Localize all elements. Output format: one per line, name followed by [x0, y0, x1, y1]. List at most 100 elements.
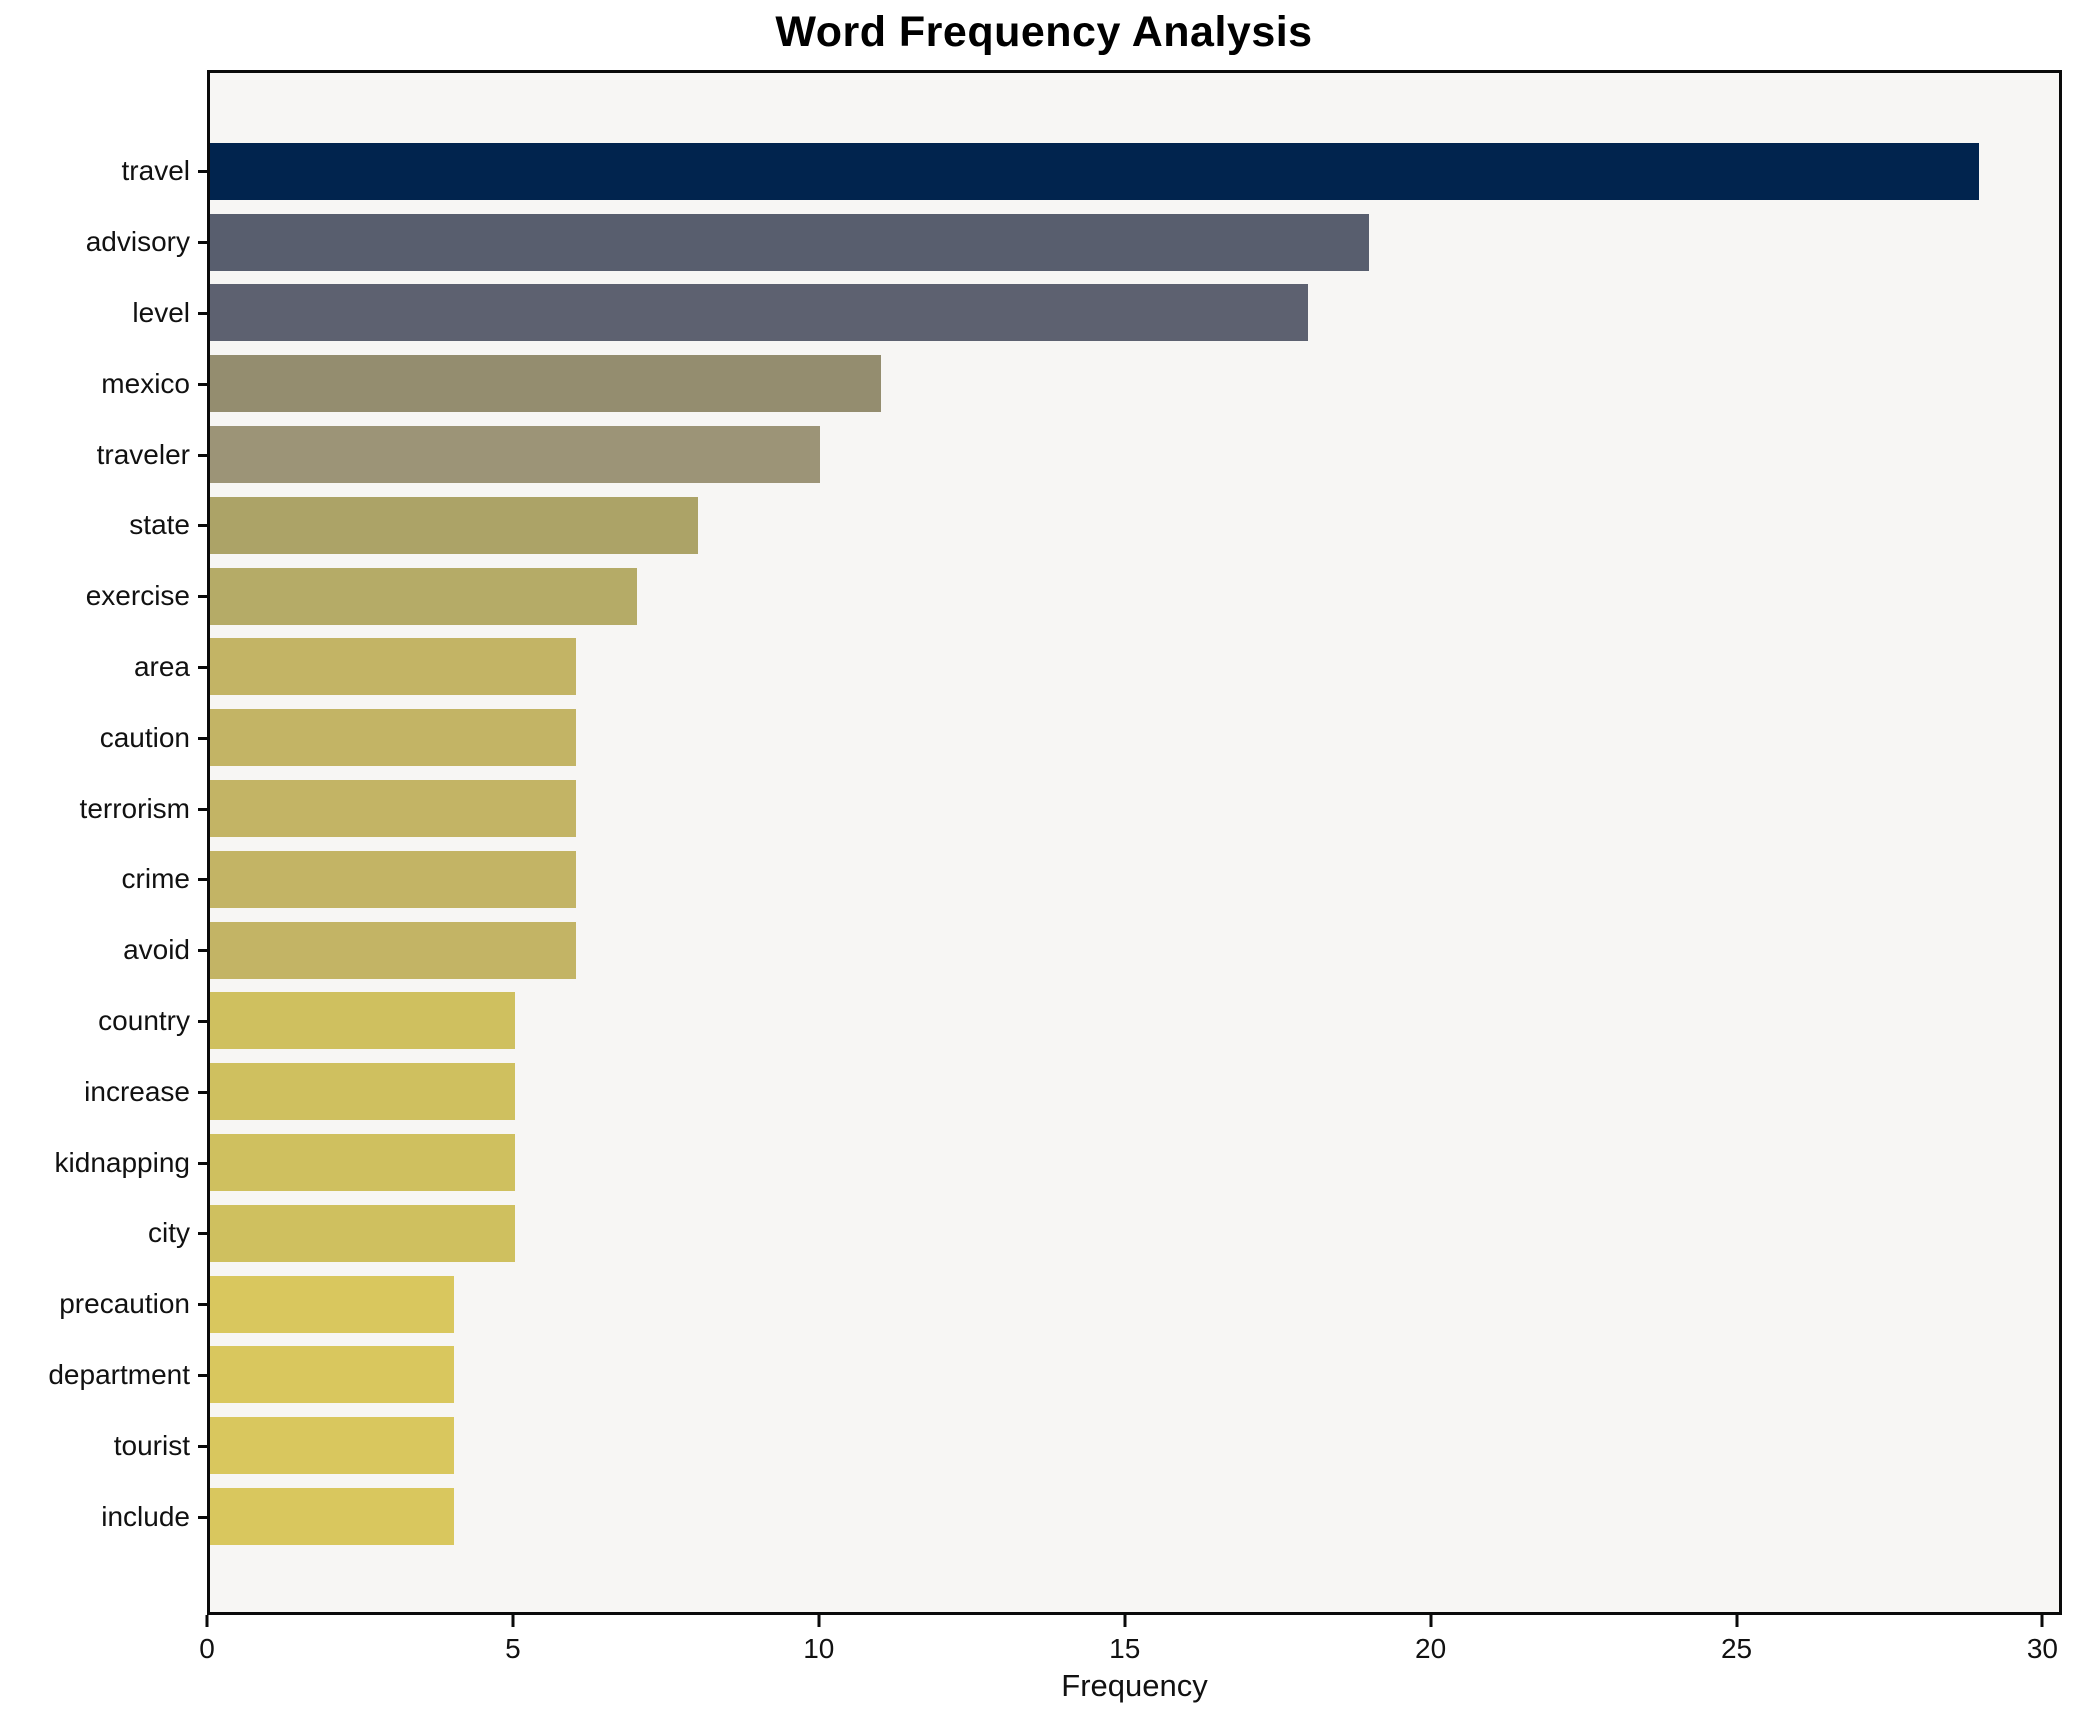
y-tick-mark: [198, 524, 207, 528]
y-tick-label-city: city: [148, 1217, 190, 1249]
bar-traveler: [210, 426, 820, 484]
bar-level: [210, 284, 1308, 342]
bar-increase: [210, 1063, 515, 1121]
y-tick-mark: [198, 1161, 207, 1165]
bar-row-precaution: precaution: [59, 1269, 2059, 1340]
y-tick-label-terrorism: terrorism: [79, 792, 190, 824]
bar-row-kidnapping: kidnapping: [55, 1127, 2059, 1198]
bar-rows-container: travel advisory level mexico traveler state ex…: [48, 73, 2059, 1612]
y-tick-label-caution: caution: [99, 721, 190, 753]
bar-area: [210, 638, 576, 696]
x-axis-title: Frequency: [1061, 1668, 1208, 1703]
y-tick-label-state: state: [129, 509, 190, 541]
bar-state: [210, 496, 698, 554]
y-tick-mark: [198, 1090, 207, 1094]
y-tick-mark: [198, 595, 207, 599]
bar-country: [210, 992, 515, 1050]
x-tick-label-10: 10: [803, 1633, 835, 1664]
x-tick-label-30: 30: [2026, 1633, 2058, 1664]
bar-row-country: country: [98, 986, 2059, 1057]
bar-row-include: include: [101, 1481, 2059, 1552]
y-tick-mark: [198, 949, 207, 953]
x-tick-mark-30: [2040, 1615, 2044, 1627]
y-tick-mark: [198, 1019, 207, 1023]
bar-kidnapping: [210, 1134, 515, 1192]
x-tick-mark-0: [205, 1615, 209, 1627]
bar-row-city: city: [148, 1198, 2059, 1269]
bar-avoid: [210, 921, 576, 979]
bar-mexico: [210, 355, 881, 413]
y-tick-mark: [198, 807, 207, 811]
bar-terrorism: [210, 780, 576, 838]
bar-caution: [210, 709, 576, 767]
bar-row-area: area: [134, 632, 2059, 703]
bar-travel: [210, 142, 1979, 200]
bar-row-state: state: [129, 490, 2059, 561]
bar-row-travel: travel: [122, 136, 2059, 207]
y-tick-label-tourist: tourist: [113, 1429, 190, 1461]
x-tick-label-20: 20: [1415, 1633, 1447, 1664]
bar-precaution: [210, 1275, 454, 1333]
y-tick-mark: [198, 878, 207, 882]
bar-exercise: [210, 567, 637, 625]
y-tick-mark: [198, 453, 207, 457]
x-tick-mark-15: [1123, 1615, 1127, 1627]
bar-row-terrorism: terrorism: [80, 773, 2059, 844]
x-tick-mark-25: [1735, 1615, 1739, 1627]
y-tick-label-precaution: precaution: [59, 1288, 190, 1320]
x-tick-label-25: 25: [1720, 1633, 1753, 1664]
y-tick-label-country: country: [98, 1004, 190, 1036]
x-tick-mark-10: [817, 1615, 821, 1627]
y-tick-label-increase: increase: [84, 1075, 190, 1107]
y-tick-mark: [198, 1515, 207, 1519]
y-tick-mark: [198, 1232, 207, 1236]
plot-area: travel advisory level mexico traveler state ex…: [48, 70, 2062, 1615]
bar-row-mexico: mexico: [101, 348, 2059, 419]
y-tick-mark: [198, 1303, 207, 1307]
bar-row-avoid: avoid: [123, 915, 2059, 986]
y-tick-mark: [198, 1373, 207, 1377]
bar-row-department: department: [48, 1340, 2059, 1411]
y-tick-label-avoid: avoid: [123, 934, 190, 966]
y-tick-mark: [198, 170, 207, 174]
y-tick-label-level: level: [132, 296, 190, 328]
bar-row-traveler: traveler: [97, 419, 2059, 490]
x-tick-mark-5: [511, 1615, 515, 1627]
bar-advisory: [210, 213, 1369, 271]
y-tick-mark: [198, 382, 207, 386]
bar-include: [210, 1488, 454, 1546]
x-tick-label-5: 5: [505, 1633, 521, 1664]
bar-row-increase: increase: [84, 1056, 2059, 1127]
x-tick-label-0: 0: [199, 1633, 215, 1664]
y-tick-label-traveler: traveler: [96, 438, 190, 470]
bar-row-tourist: tourist: [114, 1410, 2059, 1481]
y-tick-label-include: include: [101, 1500, 190, 1532]
y-tick-label-advisory: advisory: [85, 226, 190, 258]
y-tick-label-area: area: [133, 650, 190, 682]
bar-row-exercise: exercise: [86, 561, 2059, 632]
y-tick-label-department: department: [48, 1358, 190, 1390]
x-tick-mark-20: [1429, 1615, 1433, 1627]
y-tick-label-crime: crime: [121, 863, 190, 895]
y-tick-mark: [198, 241, 207, 245]
bar-row-crime: crime: [122, 844, 2059, 915]
y-tick-label-exercise: exercise: [85, 580, 190, 612]
x-axis: 0 5 10 15 20 25 30: [199, 1615, 2062, 1695]
y-tick-label-mexico: mexico: [101, 367, 190, 399]
bar-row-advisory: advisory: [86, 207, 2059, 278]
x-tick-label-15: 15: [1109, 1633, 1141, 1664]
y-tick-label-kidnapping: kidnapping: [54, 1146, 190, 1178]
y-tick-mark: [198, 1444, 207, 1448]
y-tick-mark: [198, 736, 207, 740]
bar-tourist: [210, 1417, 454, 1475]
y-tick-mark: [198, 665, 207, 669]
bar-row-caution: caution: [100, 702, 2059, 773]
chart-title: Word Frequency Analysis: [775, 8, 1313, 56]
bar-department: [210, 1346, 454, 1404]
y-tick-label-travel: travel: [121, 155, 190, 187]
bar-crime: [210, 850, 576, 908]
y-tick-mark: [198, 311, 207, 315]
bar-row-level: level: [132, 278, 2059, 349]
bar-city: [210, 1204, 515, 1262]
